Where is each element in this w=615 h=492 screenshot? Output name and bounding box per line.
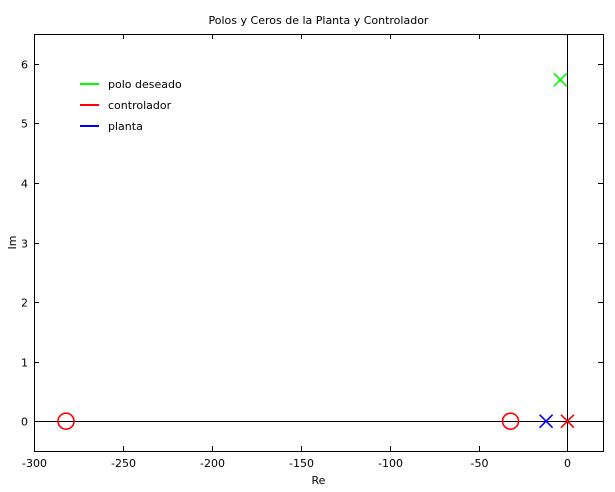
x-tick-label: -50 (471, 457, 489, 470)
y-tick-label: 1 (21, 357, 28, 370)
plot-frame (34, 34, 604, 452)
pole-marker (560, 414, 575, 429)
y-axis: 0 1 2 3 4 5 6 (21, 59, 603, 429)
x-tick-label: -100 (378, 457, 403, 470)
y-tick-label: 5 (21, 118, 28, 131)
legend-label: controlador (108, 99, 172, 112)
x-tick-label: 0 (564, 457, 571, 470)
legend-item: controlador (80, 99, 172, 112)
x-tick-label: -300 (22, 457, 47, 470)
y-tick-label: 0 (21, 416, 28, 429)
pole-marker (553, 72, 568, 87)
data-markers (57, 72, 575, 431)
chart-title: Polos y Ceros de la Planta y Controlador (209, 14, 429, 27)
x-axis: -300 -250 -200 -150 -100 -50 0 (22, 34, 571, 470)
y-tick-label: 4 (21, 178, 28, 191)
legend-label: planta (108, 120, 143, 133)
y-tick-label: 3 (21, 238, 28, 251)
pole-stroke (539, 414, 554, 429)
legend-label: polo deseado (108, 78, 182, 91)
legend: polo deseado controlador planta (80, 78, 182, 133)
x-tick-label: -150 (289, 457, 314, 470)
y-axis-title: Im (6, 236, 19, 250)
reference-lines (34, 34, 603, 451)
pole-stroke (553, 72, 568, 87)
zero-marker (57, 412, 75, 431)
zero-marker (501, 412, 520, 431)
y-tick-label: 6 (21, 59, 28, 72)
x-axis-title: Re (312, 474, 326, 487)
x-tick-label: -250 (111, 457, 136, 470)
pole-stroke (560, 414, 575, 429)
legend-item: polo deseado (80, 78, 182, 91)
legend-item: planta (80, 120, 143, 133)
pole-marker (539, 414, 554, 429)
x-tick-label: -200 (200, 457, 225, 470)
y-tick-label: 2 (21, 297, 28, 310)
